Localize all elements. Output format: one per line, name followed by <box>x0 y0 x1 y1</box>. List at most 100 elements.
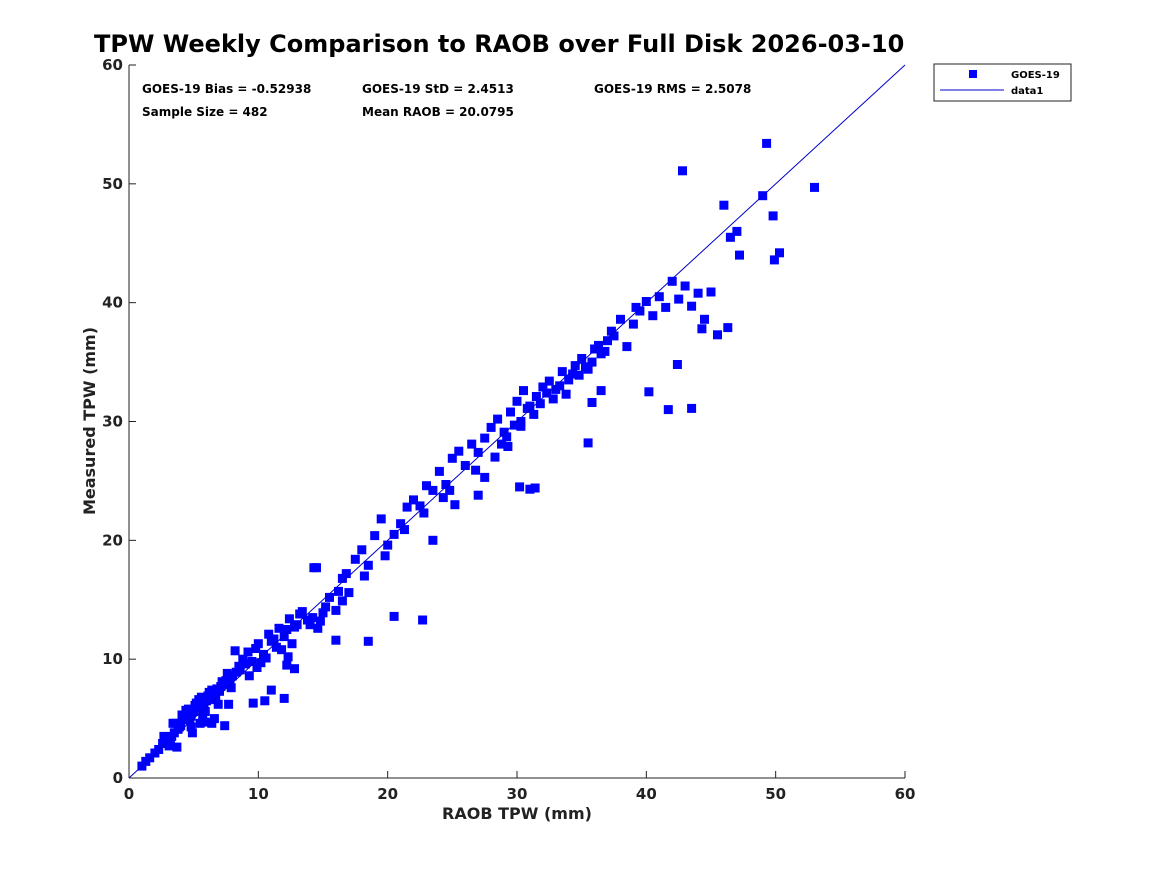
data-point <box>628 319 638 329</box>
data-point <box>719 200 729 210</box>
y-axis-label: Measured TPW (mm) <box>80 327 99 515</box>
data-point <box>409 495 418 505</box>
data-point <box>209 714 219 724</box>
data-point <box>693 288 703 298</box>
data-point <box>609 331 619 341</box>
data-point <box>359 571 369 581</box>
plot-area: 0 10 20 30 40 50 60 0 10 20 30 40 50 60 <box>102 56 915 803</box>
data-point <box>687 301 697 311</box>
legend: GOES-19 data1 <box>933 63 1072 102</box>
data-point <box>434 466 444 476</box>
data-point <box>224 699 234 709</box>
data-point <box>775 248 784 258</box>
data-point <box>454 446 464 456</box>
data-point <box>648 311 658 321</box>
data-point <box>583 438 593 448</box>
data-point <box>441 480 451 489</box>
data-point <box>402 502 412 512</box>
x-tick-label: 50 <box>765 785 786 803</box>
data-point <box>187 728 197 738</box>
data-point <box>244 671 254 681</box>
data-point <box>357 545 367 555</box>
data-point <box>548 394 558 404</box>
data-point <box>154 745 164 754</box>
data-point <box>428 535 438 545</box>
data-point <box>168 718 178 728</box>
data-point <box>603 336 612 346</box>
data-point <box>531 392 541 401</box>
data-point <box>158 739 168 748</box>
y-tick-label: 50 <box>102 175 123 193</box>
data-point <box>530 483 540 493</box>
data-point <box>486 422 496 432</box>
legend-label-data1: data1 <box>1011 86 1043 97</box>
data-point <box>383 540 393 550</box>
data-point <box>282 660 292 670</box>
y-ticks: 0 10 20 30 40 50 60 <box>102 56 136 787</box>
data-point <box>380 551 390 561</box>
data-point <box>529 409 539 419</box>
data-point <box>769 255 779 265</box>
data-point <box>473 490 483 500</box>
data-point <box>337 573 347 583</box>
data-point <box>396 519 406 529</box>
chart-title: TPW Weekly Comparison to RAOB over Full … <box>94 30 904 58</box>
data-point <box>344 588 354 598</box>
data-point <box>243 647 253 657</box>
y-tick-label: 10 <box>102 650 123 668</box>
data-point <box>200 717 210 727</box>
data-point <box>341 569 351 579</box>
mean-raob-annotation: Mean RAOB = 20.0795 <box>362 105 514 119</box>
data-point <box>215 686 224 696</box>
data-point <box>480 472 490 482</box>
data-point <box>225 678 235 688</box>
data-point <box>217 677 227 687</box>
data-point <box>389 611 399 621</box>
data-point <box>279 632 289 642</box>
data-point <box>220 721 230 731</box>
bias-annotation: GOES-19 Bias = -0.52938 <box>142 82 311 96</box>
data-point <box>419 508 429 518</box>
data-point <box>706 287 716 297</box>
data-point <box>287 639 297 649</box>
data-point <box>200 707 210 716</box>
identity-line <box>128 64 906 779</box>
data-point <box>600 346 610 356</box>
x-tick-label: 40 <box>636 785 657 803</box>
data-point <box>256 658 266 668</box>
data-point <box>535 399 545 409</box>
data-point <box>723 323 733 333</box>
data-point <box>735 250 744 260</box>
data-point <box>732 226 742 236</box>
data-point <box>447 453 457 463</box>
data-point <box>499 427 509 437</box>
data-point <box>164 741 174 751</box>
data-point <box>264 629 274 639</box>
data-point <box>762 138 772 148</box>
data-point <box>159 731 169 741</box>
legend-marker-goes19 <box>969 70 977 78</box>
data-point <box>587 357 597 367</box>
data-point <box>644 387 654 397</box>
legend-label-goes19: GOES-19 <box>1011 70 1060 81</box>
data-point <box>292 620 302 630</box>
data-point <box>202 696 212 706</box>
data-point <box>557 367 567 377</box>
data-point <box>274 623 284 633</box>
data-point <box>251 644 261 653</box>
data-point <box>363 636 373 646</box>
data-point <box>680 281 690 291</box>
data-point <box>252 663 262 672</box>
data-point <box>266 685 276 695</box>
data-point <box>308 613 318 623</box>
data-point <box>519 386 528 396</box>
data-point <box>525 484 535 494</box>
data-point <box>577 354 587 363</box>
data-point <box>253 639 263 649</box>
data-point <box>493 414 503 424</box>
data-point <box>277 645 287 655</box>
data-point <box>674 294 684 304</box>
y-tick-label: 60 <box>102 56 123 74</box>
data-point <box>506 407 515 417</box>
data-point <box>283 652 293 662</box>
